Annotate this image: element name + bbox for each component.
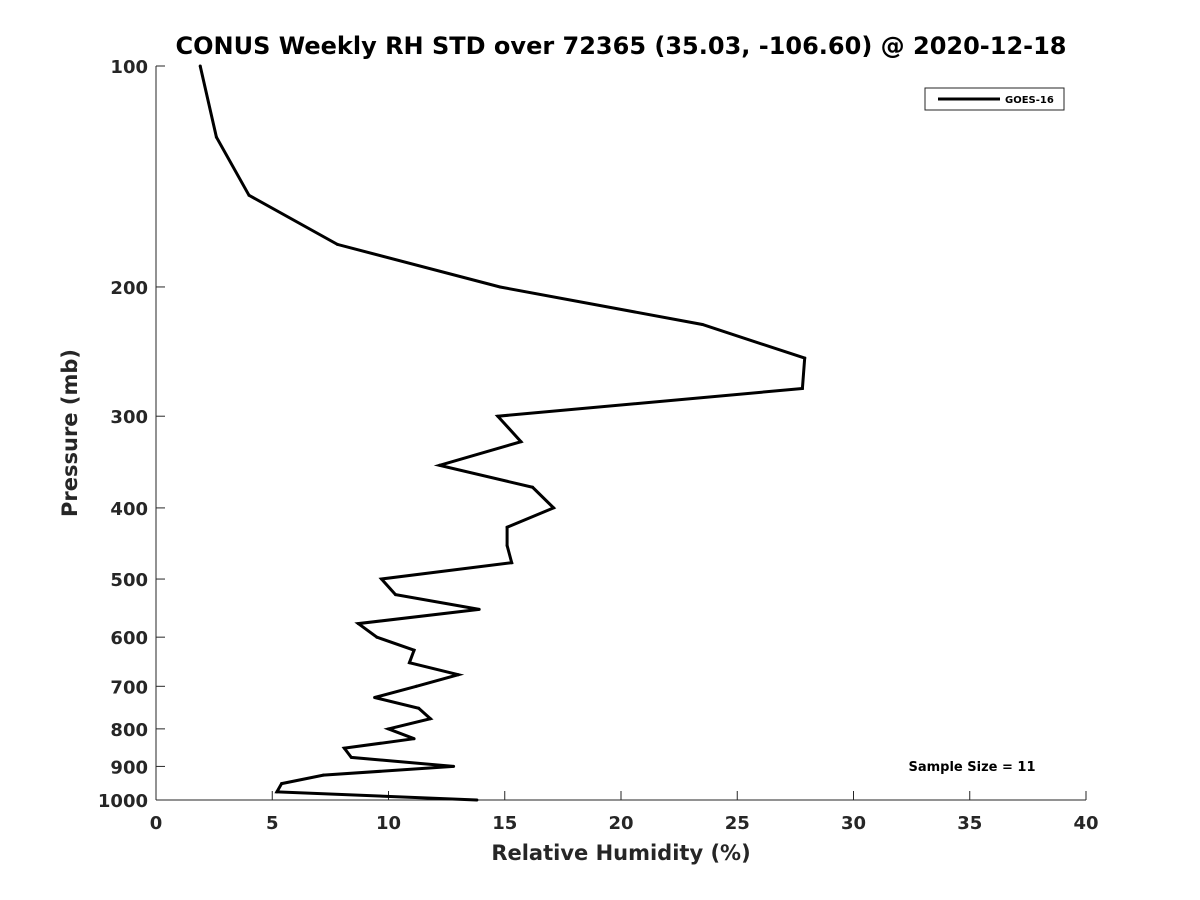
series-line-goes-16 xyxy=(198,65,807,802)
data-point xyxy=(342,746,346,750)
data-point xyxy=(198,64,202,68)
x-tick-label: 20 xyxy=(608,813,633,834)
sample-size-annotation: Sample Size = 11 xyxy=(908,760,1035,775)
x-tick-label: 15 xyxy=(492,813,517,834)
y-tick-label: 800 xyxy=(110,720,148,741)
y-tick-label: 700 xyxy=(110,677,148,698)
x-axis-ticks: 0 5 10 15 20 25 30 35 40 xyxy=(150,791,1099,834)
data-point xyxy=(438,463,442,467)
y-tick-label: 600 xyxy=(110,628,148,649)
data-point xyxy=(321,773,325,777)
data-point xyxy=(407,661,411,665)
y-axis-ticks: 100 200 300 400 500 600 700 800 900 1000 xyxy=(98,57,165,812)
data-point xyxy=(335,242,339,246)
data-point xyxy=(394,593,397,597)
x-tick-label: 5 xyxy=(266,813,279,834)
data-point xyxy=(280,782,284,786)
x-tick-label: 0 xyxy=(150,813,163,834)
data-point xyxy=(214,135,218,139)
data-point xyxy=(387,727,390,731)
data-point xyxy=(356,622,360,626)
y-tick-label: 400 xyxy=(110,499,148,520)
data-point xyxy=(247,193,251,197)
x-tick-label: 40 xyxy=(1073,813,1098,834)
data-point xyxy=(373,696,377,699)
y-axis-label: Pressure (mb) xyxy=(58,349,82,517)
chart-title: CONUS Weekly RH STD over 72365 (35.03, -… xyxy=(175,32,1066,60)
data-point xyxy=(456,673,460,677)
data-point xyxy=(380,577,383,581)
data-point xyxy=(803,356,807,360)
data-point xyxy=(375,635,379,639)
series-layer xyxy=(198,64,807,802)
data-point xyxy=(510,561,514,565)
x-tick-label: 25 xyxy=(725,813,750,834)
axes xyxy=(155,66,1086,801)
data-point xyxy=(349,755,353,759)
x-axis-label: Relative Humidity (%) xyxy=(491,841,750,865)
data-point xyxy=(412,737,416,741)
y-tick-label: 900 xyxy=(110,757,148,778)
y-tick-label: 1000 xyxy=(98,791,148,812)
data-point xyxy=(505,525,509,529)
data-point xyxy=(417,706,421,710)
data-point xyxy=(412,648,416,652)
x-tick-label: 30 xyxy=(841,813,866,834)
x-tick-label: 10 xyxy=(376,813,401,834)
data-point xyxy=(475,798,479,802)
data-point xyxy=(496,414,500,418)
data-point xyxy=(275,790,279,794)
data-point xyxy=(477,607,481,611)
y-tick-label: 300 xyxy=(110,407,148,428)
x-tick-label: 35 xyxy=(957,813,982,834)
data-point xyxy=(552,506,556,510)
data-point xyxy=(700,323,704,326)
y-tick-label: 100 xyxy=(110,57,148,78)
data-point xyxy=(800,387,804,390)
data-point xyxy=(531,485,535,489)
legend-entry-goes-16: GOES-16 xyxy=(1005,95,1054,106)
data-point xyxy=(505,544,509,547)
legend: GOES-16 xyxy=(924,87,1065,111)
data-point xyxy=(428,717,432,721)
data-point xyxy=(519,440,523,444)
data-point xyxy=(414,684,418,688)
y-tick-label: 500 xyxy=(110,570,148,591)
data-point xyxy=(452,764,456,768)
data-point xyxy=(498,285,502,289)
y-tick-label: 200 xyxy=(110,278,148,299)
